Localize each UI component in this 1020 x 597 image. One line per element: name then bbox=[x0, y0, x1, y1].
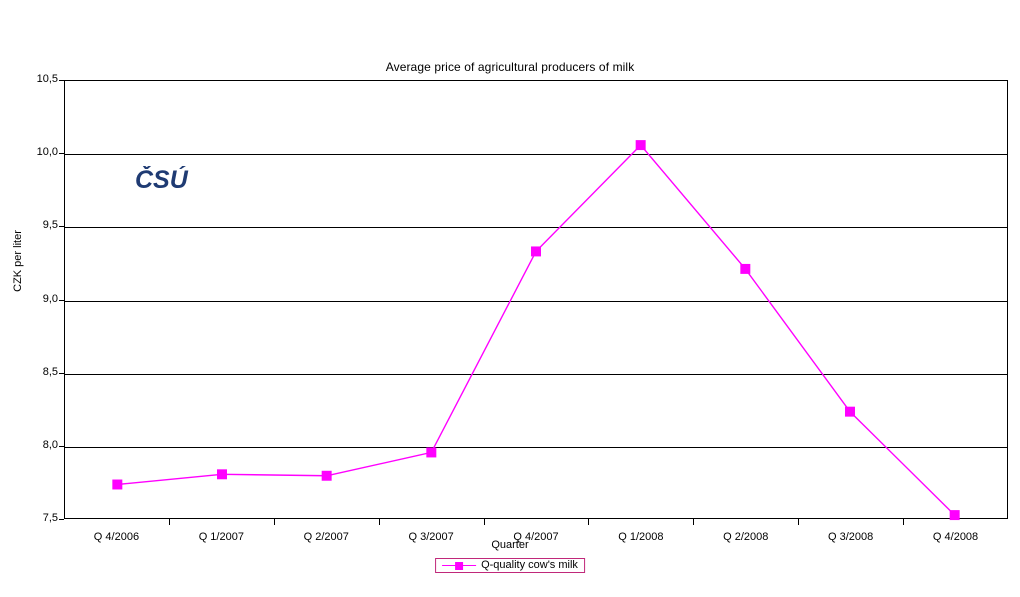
y-axis-title: CZK per liter bbox=[12, 230, 24, 292]
gridline bbox=[65, 154, 1007, 156]
y-tick-label: 7,5 bbox=[42, 512, 58, 524]
data-point-marker bbox=[217, 469, 227, 480]
y-tick-mark bbox=[59, 372, 64, 374]
y-tick-label: 10,5 bbox=[36, 73, 58, 85]
y-tick-label: 8,0 bbox=[42, 438, 58, 451]
y-tick-mark bbox=[59, 153, 64, 155]
x-tick-mark bbox=[588, 519, 590, 525]
y-tick-label: 10,0 bbox=[36, 146, 58, 159]
y-tick-label: 9,0 bbox=[42, 292, 58, 305]
csu-logo-text: ČSÚ bbox=[135, 166, 189, 192]
chart-legend: Q-quality cow's milk bbox=[435, 558, 585, 573]
data-point-marker bbox=[635, 140, 646, 151]
x-tick-mark bbox=[693, 519, 695, 525]
gridline bbox=[65, 373, 1007, 375]
y-tick-mark bbox=[59, 299, 64, 301]
y-tick-mark bbox=[59, 519, 64, 520]
x-tick-mark bbox=[798, 519, 800, 525]
data-point-marker bbox=[321, 470, 332, 481]
data-point-marker bbox=[531, 246, 541, 257]
x-tick-mark bbox=[273, 519, 275, 525]
gridline bbox=[65, 446, 1007, 448]
legend-marker-icon bbox=[442, 560, 477, 571]
x-axis-title: Quarter bbox=[491, 539, 529, 551]
plot-area: ČSÚ bbox=[64, 80, 1008, 521]
series-line bbox=[117, 144, 956, 516]
x-tick-label: Q 3/2008 bbox=[828, 531, 874, 543]
x-tick-label: Q 1/2007 bbox=[198, 531, 244, 543]
x-tick-label: Q 2/2008 bbox=[723, 531, 769, 543]
x-tick-label: Q 4/2008 bbox=[932, 531, 979, 543]
data-point-marker bbox=[845, 406, 855, 417]
chart-title: Average price of agricultural producers … bbox=[385, 60, 635, 74]
x-tick-label: Q 3/2007 bbox=[408, 531, 454, 543]
csu-logo: ČSÚ bbox=[135, 164, 199, 194]
gridline bbox=[65, 300, 1007, 302]
y-tick-mark bbox=[59, 80, 64, 81]
x-tick-mark bbox=[483, 519, 485, 525]
x-tick-mark bbox=[168, 519, 170, 525]
gridline bbox=[65, 227, 1007, 229]
y-tick-label: 8,5 bbox=[42, 365, 58, 378]
legend-label: Q-quality cow's milk bbox=[481, 559, 578, 571]
x-tick-mark bbox=[903, 519, 905, 525]
data-point-marker bbox=[949, 510, 960, 521]
x-tick-label: Q 4/2007 bbox=[513, 531, 559, 543]
y-tick-label: 9,5 bbox=[42, 219, 58, 232]
data-series-layer bbox=[112, 140, 960, 521]
y-axis-ticks: 7,5 8,0 8,5 9,0 9,5 10,0 10,5 bbox=[0, 74, 64, 524]
x-tick-label: Q 2/2007 bbox=[303, 531, 349, 543]
data-point-marker bbox=[112, 479, 123, 490]
x-tick-mark bbox=[378, 519, 380, 525]
y-tick-mark bbox=[59, 226, 64, 228]
x-axis-ticks: Q 4/2006 Q 1/2007 Q 2/2007 Q 3/2007 Q 4/2007… bbox=[64, 519, 1008, 559]
y-tick-mark bbox=[59, 445, 64, 447]
x-tick-label: Q 4/2006 bbox=[93, 531, 140, 543]
data-point-marker bbox=[426, 447, 437, 458]
x-tick-label: Q 1/2008 bbox=[618, 531, 664, 543]
csu-logo-icon: ČSÚ bbox=[135, 164, 189, 194]
data-point-marker bbox=[740, 263, 751, 274]
